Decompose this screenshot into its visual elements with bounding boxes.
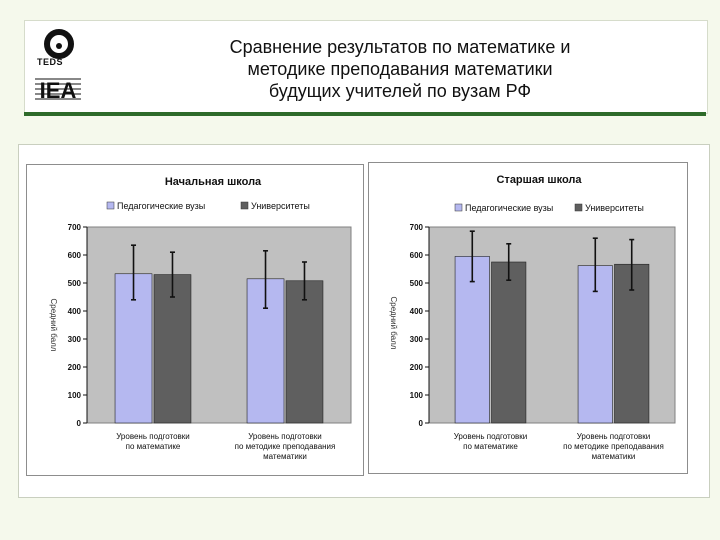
x-category-label: математики (263, 452, 307, 461)
header-accent-line (24, 112, 706, 116)
bar (454, 256, 490, 424)
slide-title-line: будущих учителей по вузам РФ (268, 81, 532, 101)
y-tick-label: 500 (68, 279, 82, 288)
y-tick-label: 500 (410, 279, 424, 288)
y-tick-label: 0 (77, 419, 82, 428)
legend-swatch (574, 203, 583, 212)
legend-swatch (240, 201, 249, 210)
bar (285, 280, 324, 424)
slide-header: TEDS IEA Сравнение результатов по матема… (24, 20, 708, 114)
chart-secondary-school: Старшая школа Педагогические вузы Универси… (368, 162, 688, 474)
y-tick-label: 400 (410, 307, 424, 316)
teds-logo-icon (44, 29, 74, 59)
y-tick-label: 100 (68, 391, 82, 400)
chart-primary-school-svg: Начальная школа Педагогические вузы Универ… (49, 176, 352, 461)
y-tick-label: 600 (68, 251, 82, 260)
legend-swatch (106, 201, 115, 210)
y-axis-label: Средний балл (49, 299, 58, 352)
y-tick-label: 100 (410, 391, 424, 400)
bar (491, 261, 527, 424)
x-category-label: Уровень подготовки (577, 432, 651, 441)
y-tick-label: 300 (410, 335, 424, 344)
slide-title-line: методике преподавания математики (247, 59, 553, 79)
y-tick-label: 0 (419, 419, 424, 428)
x-category-label: по математике (463, 442, 518, 451)
x-category-label: Уровень подготовки (454, 432, 528, 441)
x-category-label: по математике (126, 442, 181, 451)
legend-swatch (454, 203, 463, 212)
y-tick-label: 200 (410, 363, 424, 372)
x-category-label: Уровень подготовки (248, 432, 322, 441)
chart-title: Начальная школа (165, 176, 262, 188)
slide-title: Сравнение результатов по математике и ме… (135, 36, 665, 102)
y-axis-label: Средний балл (389, 297, 398, 350)
slide-title-line: Сравнение результатов по математике и (229, 37, 571, 57)
y-tick-label: 600 (410, 251, 424, 260)
x-category-label: математики (592, 452, 636, 461)
chart-secondary-school-svg: Старшая школа Педагогические вузы Универси… (389, 174, 676, 461)
chart-primary-school: Начальная школа Педагогические вузы Универ… (26, 164, 364, 476)
bar (153, 274, 192, 424)
legend-label: Педагогические вузы (465, 203, 553, 213)
chart-title: Старшая школа (496, 174, 582, 186)
x-category-label: по методике преподавания (235, 442, 336, 451)
legend-label: Университеты (251, 201, 310, 211)
y-tick-label: 700 (410, 223, 424, 232)
y-tick-label: 300 (68, 335, 82, 344)
iea-logo-text: IEA (40, 78, 77, 103)
y-tick-label: 200 (68, 363, 82, 372)
x-category-label: Уровень подготовки (116, 432, 190, 441)
y-tick-label: 400 (68, 307, 82, 316)
legend-label: Университеты (585, 203, 644, 213)
teds-logo-label: TEDS (37, 57, 64, 67)
legend-label: Педагогические вузы (117, 201, 205, 211)
y-tick-label: 700 (68, 223, 82, 232)
x-category-label: по методике преподавания (563, 442, 664, 451)
iea-logo-icon: IEA (35, 78, 81, 103)
